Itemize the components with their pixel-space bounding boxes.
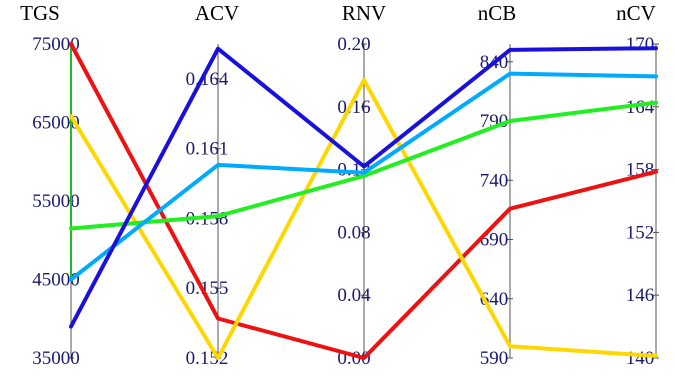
series-line-5 — [69, 46, 658, 329]
tick-label-tgs: 65000 — [32, 113, 80, 134]
tick-label-ncv: 170 — [626, 34, 655, 55]
tick-label-ncv: 146 — [626, 285, 655, 306]
tick-label-rnv: 0.20 — [337, 34, 370, 55]
tick-label-acv: 0.161 — [186, 139, 229, 160]
tick-label-rnv: 0.08 — [337, 222, 370, 243]
tick-label-acv: 0.164 — [186, 69, 229, 90]
tick-label-ncv: 140 — [626, 348, 655, 369]
axis-title-rnv: RNV — [342, 1, 386, 25]
tick-label-ncb: 790 — [480, 111, 509, 132]
tick-label-rnv: 0.04 — [337, 285, 371, 306]
tick-label-ncb: 590 — [480, 348, 509, 369]
axis-title-ncb: nCB — [478, 1, 517, 25]
axis-title-tgs: TGS — [20, 1, 60, 25]
series-line-1 — [69, 42, 658, 360]
tick-label-tgs: 75000 — [32, 34, 80, 55]
axes-layer: TGS 35000 45000 55000 65000 75000 ACV 0.152 0.15… — [20, 1, 659, 369]
axis-title-ncv: nCV — [616, 1, 656, 25]
axis-title-acv: ACV — [195, 1, 239, 25]
tick-label-ncv: 152 — [626, 222, 655, 243]
series-line-4 — [69, 71, 658, 282]
tick-label-acv: 0.152 — [186, 348, 229, 369]
tick-label-tgs: 55000 — [32, 191, 80, 212]
series-line-2 — [69, 78, 658, 360]
tick-label-ncb: 740 — [480, 170, 509, 191]
tick-label-tgs: 45000 — [32, 270, 80, 291]
tick-label-tgs: 35000 — [32, 348, 80, 369]
tick-label-acv: 0.155 — [186, 278, 229, 299]
series-line-3 — [69, 100, 658, 231]
series-lines — [69, 42, 658, 360]
